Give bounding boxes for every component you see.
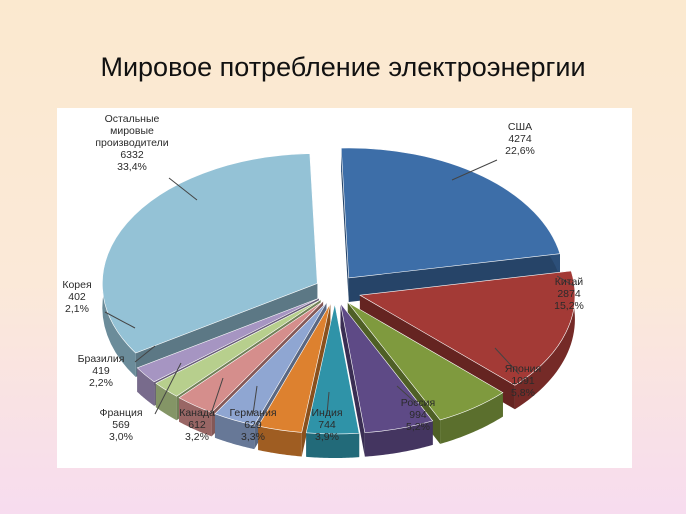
slice-label: Индия 744 3,9% xyxy=(311,407,342,443)
slice-label: Остальные мировые производители 6332 33,4% xyxy=(95,113,168,173)
leader-line xyxy=(252,385,258,415)
leader-line xyxy=(494,347,520,375)
slice-label: Россия 994 5,2% xyxy=(401,397,435,433)
slice-label: Франция 569 3,0% xyxy=(99,407,142,443)
leader-line xyxy=(154,362,182,415)
leader-line xyxy=(556,275,575,287)
slide-title: Мировое потребление электроэнергии xyxy=(100,52,586,82)
leader-line xyxy=(168,177,198,201)
slice-label: Германия 629 3,3% xyxy=(229,407,276,443)
leader-line xyxy=(326,391,330,415)
pie-chart: США 4274 22,6% Китай 2874 15,2% Япония 1091 5,8%… xyxy=(62,113,584,458)
slice-label: Китай 2874 15,2% xyxy=(554,276,584,312)
pie-slice xyxy=(305,303,360,458)
pie-slice xyxy=(340,303,434,457)
pie-slice xyxy=(257,303,331,457)
slice-label: Япония 1091 5,8% xyxy=(505,363,541,399)
pie-slice xyxy=(340,147,561,302)
chart-panel: США 4274 22,6% Китай 2874 15,2% Япония 1091 5,8%… xyxy=(57,108,632,468)
leader-line xyxy=(134,345,156,363)
leader-line xyxy=(396,385,418,405)
leader-line xyxy=(451,159,498,181)
slice-label: Канада 612 3,2% xyxy=(179,407,215,443)
leader-line xyxy=(210,377,224,415)
slice-label: Корея 402 2,1% xyxy=(62,279,91,315)
slice-label: США 4274 22,6% xyxy=(505,121,535,157)
slice-label: Бразилия 419 2,2% xyxy=(78,353,125,389)
leader-line xyxy=(104,311,136,329)
